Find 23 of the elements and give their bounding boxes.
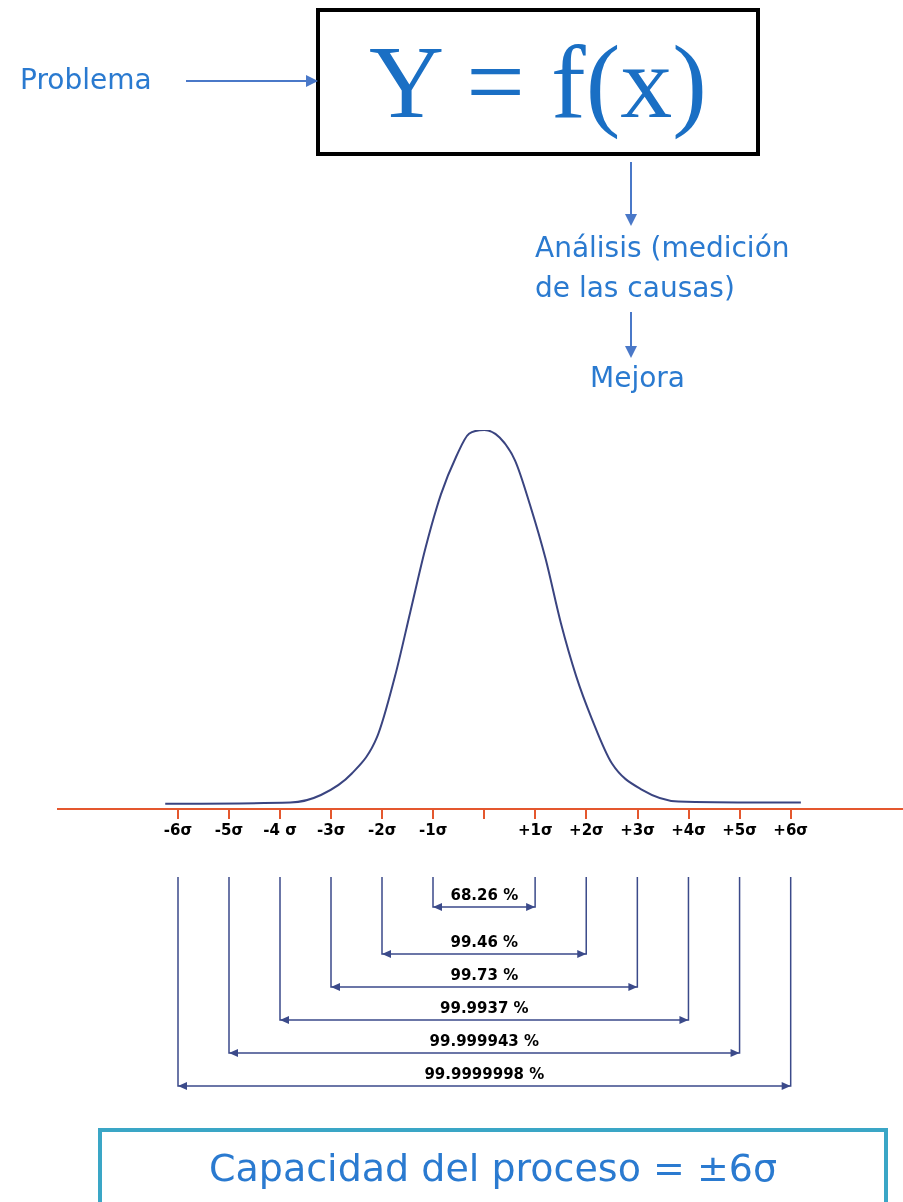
x-tick-label: -4 σ: [263, 820, 297, 839]
chart-title: Y = f(x): [316, 8, 760, 156]
x-tick-label: -5σ: [214, 820, 244, 839]
x-tick-label: -6σ: [163, 820, 193, 839]
x-tick-label: +5σ: [722, 820, 757, 839]
text: 99.999943 %: [428, 1032, 541, 1050]
x-tick-label: +1σ: [518, 820, 553, 839]
x-tick-label: +6σ: [773, 820, 809, 839]
x-tick-label: +4σ: [671, 820, 706, 839]
x-tick-label: -2σ: [368, 820, 397, 839]
x-tick-label: +3σ: [620, 820, 655, 839]
text: 99.46 %: [449, 933, 520, 951]
text: Mejora: [590, 360, 685, 396]
text: 99.9999998 %: [423, 1065, 546, 1083]
text: 68.26 %: [449, 886, 520, 904]
text: Problema: [20, 62, 152, 98]
text: Capacidad del proceso = ±6σ: [98, 1128, 888, 1202]
x-tick-label: -1σ: [419, 820, 448, 839]
text: 99.73 %: [449, 966, 520, 984]
text: Análisis (medición de las causas): [535, 230, 791, 306]
x-tick-label: +2σ: [569, 820, 604, 839]
text: 99.9937 %: [439, 999, 530, 1017]
x-tick-label: -3σ: [316, 820, 346, 839]
